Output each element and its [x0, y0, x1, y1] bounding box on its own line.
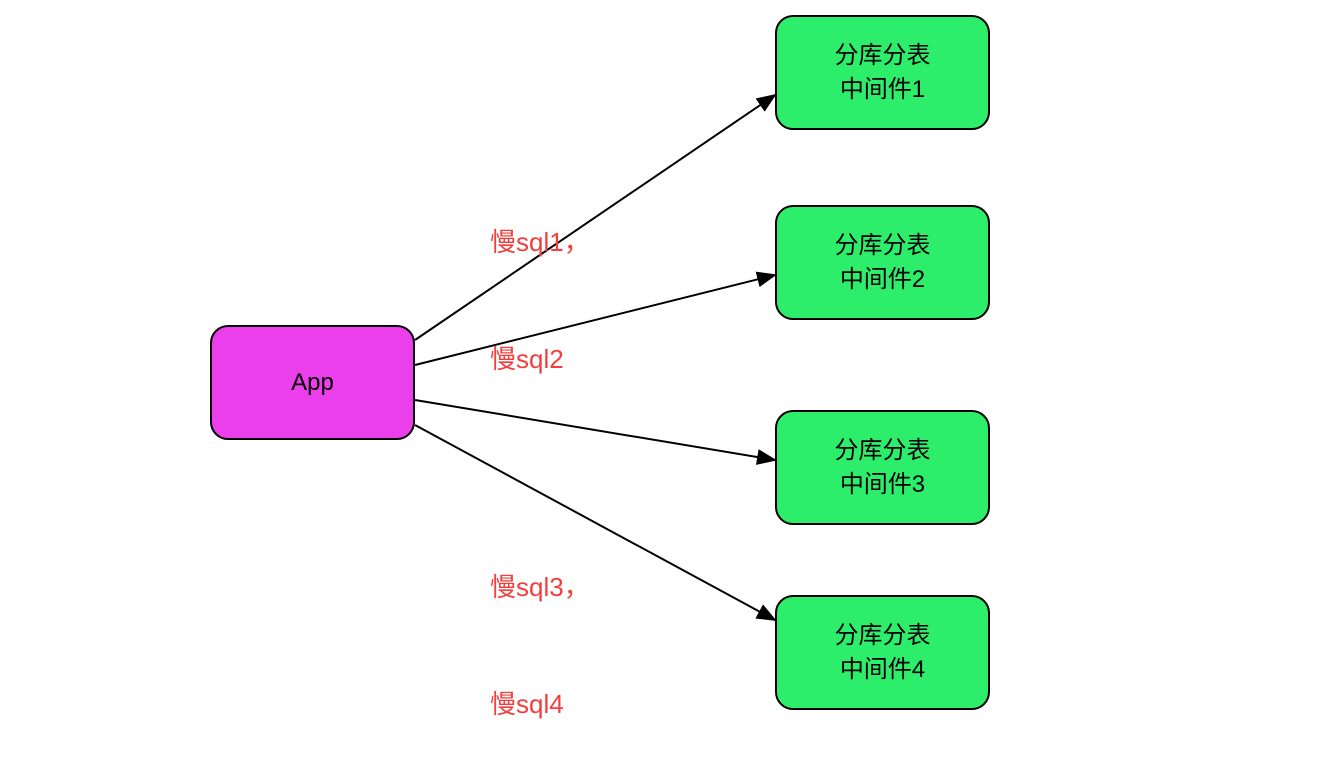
edge-label-top-line1: 慢sql1， — [490, 223, 590, 262]
node-mw3-line2: 中间件3 — [840, 468, 925, 502]
node-middleware-4: 分库分表 中间件4 — [775, 595, 990, 710]
node-mw4-line2: 中间件4 — [840, 653, 925, 687]
edge-app-mw2 — [415, 275, 775, 365]
node-mw3-line1: 分库分表 — [835, 434, 931, 468]
edge-app-mw3 — [415, 400, 775, 460]
edge-app-mw4 — [415, 425, 775, 620]
node-middleware-2: 分库分表 中间件2 — [775, 205, 990, 320]
edge-label-bottom: 慢sql3， 慢sql4 — [490, 490, 590, 763]
edge-label-top-line2: 慢sql2 — [490, 340, 590, 379]
edge-label-bottom-line2: 慢sql4 — [490, 685, 590, 724]
node-mw2-line2: 中间件2 — [840, 263, 925, 297]
node-middleware-1: 分库分表 中间件1 — [775, 15, 990, 130]
node-app: App — [210, 325, 415, 440]
edges-layer — [0, 0, 1320, 746]
node-mw1-line1: 分库分表 — [835, 39, 931, 73]
edge-app-mw1 — [415, 95, 775, 340]
node-middleware-3: 分库分表 中间件3 — [775, 410, 990, 525]
node-mw1-line2: 中间件1 — [840, 73, 925, 107]
node-app-label: App — [291, 366, 334, 400]
node-mw2-line1: 分库分表 — [835, 229, 931, 263]
edge-label-bottom-line1: 慢sql3， — [490, 568, 590, 607]
node-mw4-line1: 分库分表 — [835, 619, 931, 653]
edge-label-top: 慢sql1， 慢sql2 — [490, 145, 590, 418]
